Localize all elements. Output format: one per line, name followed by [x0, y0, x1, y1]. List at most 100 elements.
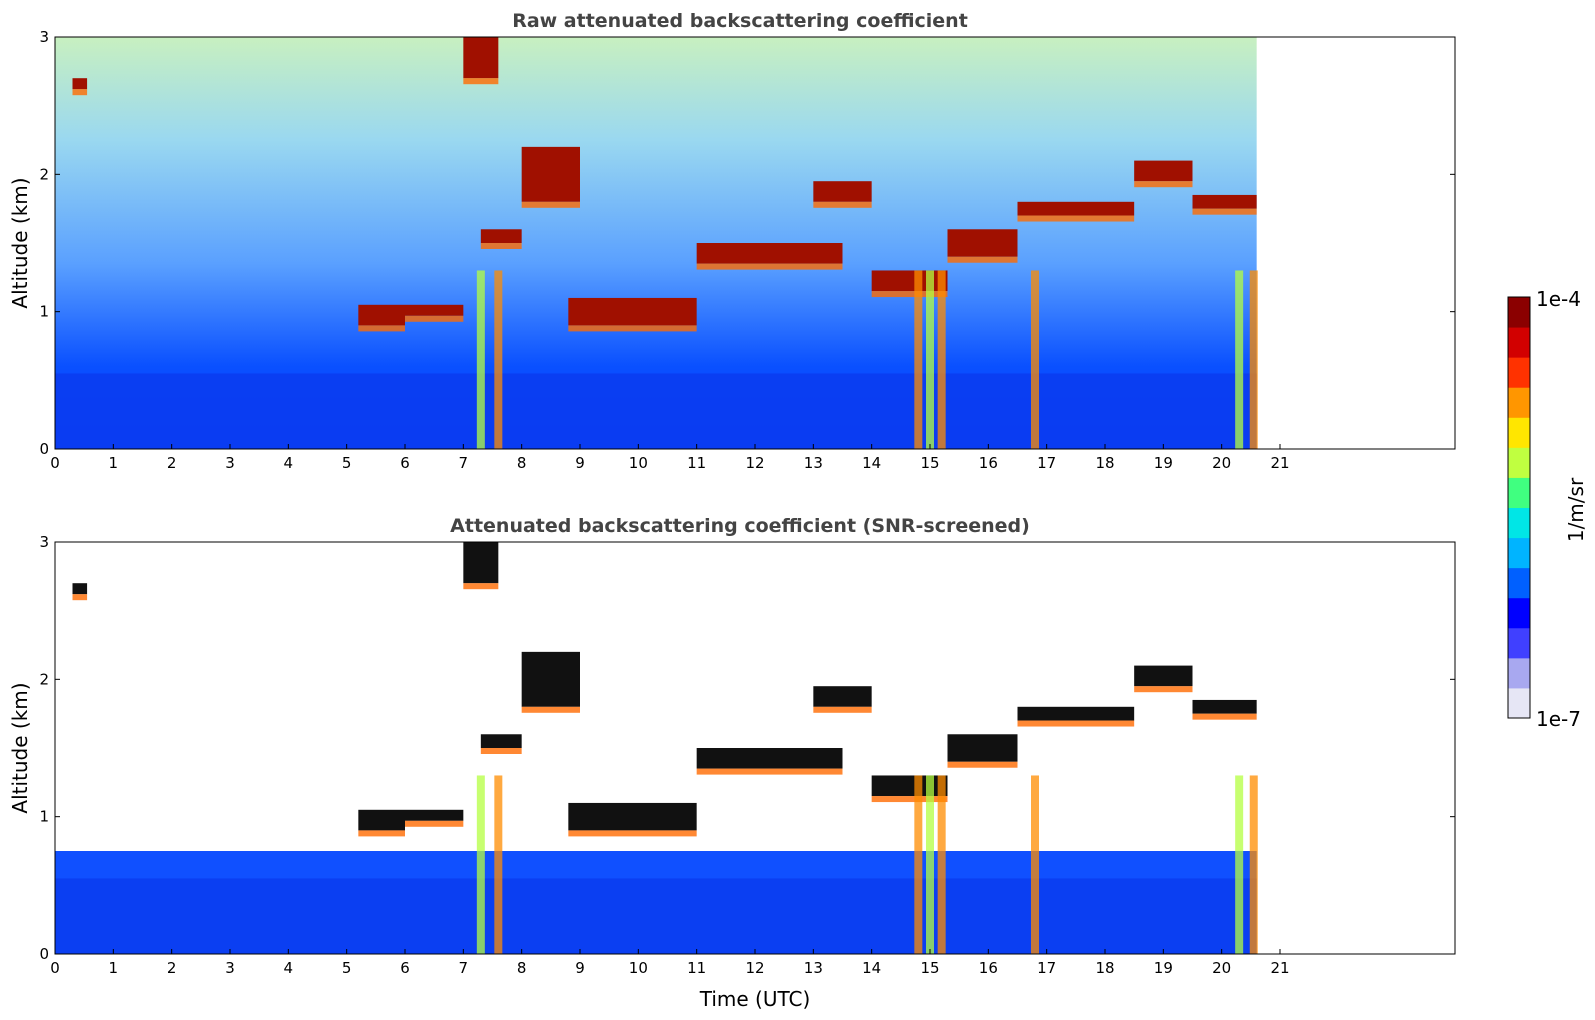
cloud-layer-6	[568, 297, 697, 326]
raw-backscatter-panel: Raw attenuated backscattering coefficien…	[8, 10, 1456, 472]
colorbar-band	[1508, 597, 1530, 629]
cloud-layer-7	[696, 243, 843, 264]
x-tick-label: 8	[517, 454, 527, 472]
x-tick-label: 20	[1212, 959, 1231, 977]
x-tick-label: 16	[979, 454, 998, 472]
cloud-layer-0	[72, 78, 88, 90]
cloud-layer-3	[463, 542, 499, 584]
precipitation-streak-1	[494, 270, 503, 449]
cloud-layer-4	[480, 734, 522, 748]
cloud-edge-9	[871, 796, 948, 803]
x-tick-label: 0	[50, 454, 60, 472]
colorbar-band	[1508, 477, 1530, 508]
cloud-layer-4	[480, 229, 522, 243]
x-tick-label: 3	[225, 959, 235, 977]
y-tick-label: 3	[39, 533, 49, 551]
cloud-layer-9	[871, 775, 948, 797]
cloud-edge-2	[405, 315, 464, 322]
x-tick-label: 19	[1154, 959, 1173, 977]
cloud-layer-13	[1192, 699, 1257, 714]
x-tick-label: 1	[109, 454, 119, 472]
precipitation-streak-5	[1031, 775, 1039, 954]
precipitation-streak-3	[926, 775, 934, 954]
panel-top-ylabel: Altitude (km)	[8, 177, 32, 308]
cloud-edge-1	[358, 830, 405, 837]
cloud-edge-11	[1017, 720, 1135, 727]
x-tick-label: 6	[400, 454, 410, 472]
y-tick-label: 2	[39, 670, 49, 688]
x-tick-label: 20	[1212, 454, 1231, 472]
x-tick-label: 5	[342, 454, 352, 472]
cloud-edge-10	[947, 761, 1018, 768]
x-tick-label: 12	[745, 959, 764, 977]
x-tick-label: 10	[629, 959, 648, 977]
x-tick-label: 11	[687, 454, 706, 472]
precipitation-streak-4	[937, 270, 946, 449]
x-tick-label: 7	[459, 959, 469, 977]
x-tick-label: 10	[629, 454, 648, 472]
y-tick-label: 0	[39, 440, 49, 458]
x-tick-label: 21	[1270, 454, 1289, 472]
y-axis-ticks-bottom: 0 1 2 3	[39, 533, 1455, 963]
y-tick-label: 0	[39, 945, 49, 963]
precipitation-streak-7	[1249, 270, 1258, 449]
cloud-edge-5	[521, 201, 580, 208]
precipitation-streak-0	[476, 775, 485, 954]
cloud-edge-4	[480, 243, 522, 249]
x-tick-label: 14	[862, 454, 881, 472]
cloud-layer-2	[405, 809, 464, 821]
colorbar-band	[1508, 327, 1530, 358]
cloud-layer-8	[813, 686, 872, 707]
x-tick-label: 3	[225, 454, 235, 472]
cloud-layer-8	[813, 181, 872, 202]
x-tick-label: 21	[1270, 959, 1289, 977]
cloud-edge-3	[463, 78, 499, 85]
x-tick-label: 15	[920, 959, 939, 977]
x-tick-label: 2	[167, 959, 177, 977]
x-tick-label: 14	[862, 959, 881, 977]
x-tick-label: 12	[745, 454, 764, 472]
y-tick-label: 1	[39, 808, 49, 826]
colorbar-max-label: 1e-4	[1536, 287, 1581, 311]
cloud-edge-13	[1192, 208, 1257, 215]
cloud-layer-12	[1134, 160, 1193, 182]
colorbar-min-label: 1e-7	[1536, 707, 1581, 731]
cloud-edge-6	[568, 830, 697, 837]
colorbar-unit-label: 1/m/sr	[1564, 477, 1588, 542]
x-tick-label: 8	[517, 959, 527, 977]
cloud-layer-2	[405, 304, 464, 316]
colorbar-band	[1508, 417, 1530, 448]
x-tick-label: 17	[1037, 959, 1056, 977]
cloud-layer-10	[947, 229, 1018, 257]
cloud-layer-1	[358, 809, 405, 831]
cloud-layer-7	[696, 748, 843, 769]
precipitation-streak-6	[1235, 775, 1244, 954]
cloud-edge-12	[1134, 181, 1193, 188]
panel-bottom-ylabel: Altitude (km)	[8, 682, 32, 813]
cloud-layer-13	[1192, 194, 1257, 209]
precipitation-streak-6	[1235, 270, 1244, 449]
x-tick-label: 18	[1095, 959, 1114, 977]
panel-bottom-title: Attenuated backscattering coefficient (S…	[450, 515, 1030, 537]
x-tick-label: 11	[687, 959, 706, 977]
cloud-layer-9	[871, 270, 948, 292]
colorbar-band	[1508, 567, 1530, 599]
colorbar-frame	[1507, 296, 1531, 719]
snr-screened-panel: Attenuated backscattering coefficient (S…	[8, 515, 1456, 1011]
x-tick-label: 19	[1154, 454, 1173, 472]
cloud-layer-6	[568, 802, 697, 831]
cloud-edge-2	[405, 820, 464, 827]
cloud-layer-5	[521, 651, 580, 707]
x-tick-label: 18	[1095, 454, 1114, 472]
cloud-layer-12	[1134, 665, 1193, 687]
panel-top-title: Raw attenuated backscattering coefficien…	[512, 10, 968, 32]
cloud-layer-1	[358, 304, 405, 326]
cloud-edge-7	[696, 768, 843, 775]
colorbar-band	[1508, 297, 1530, 328]
x-tick-label: 5	[342, 959, 352, 977]
y-tick-label: 1	[39, 303, 49, 321]
colorbar: 1e-4 1e-7 1/m/sr	[1507, 287, 1588, 731]
colorbar-band	[1508, 357, 1530, 388]
cloud-layer-11	[1017, 706, 1135, 721]
